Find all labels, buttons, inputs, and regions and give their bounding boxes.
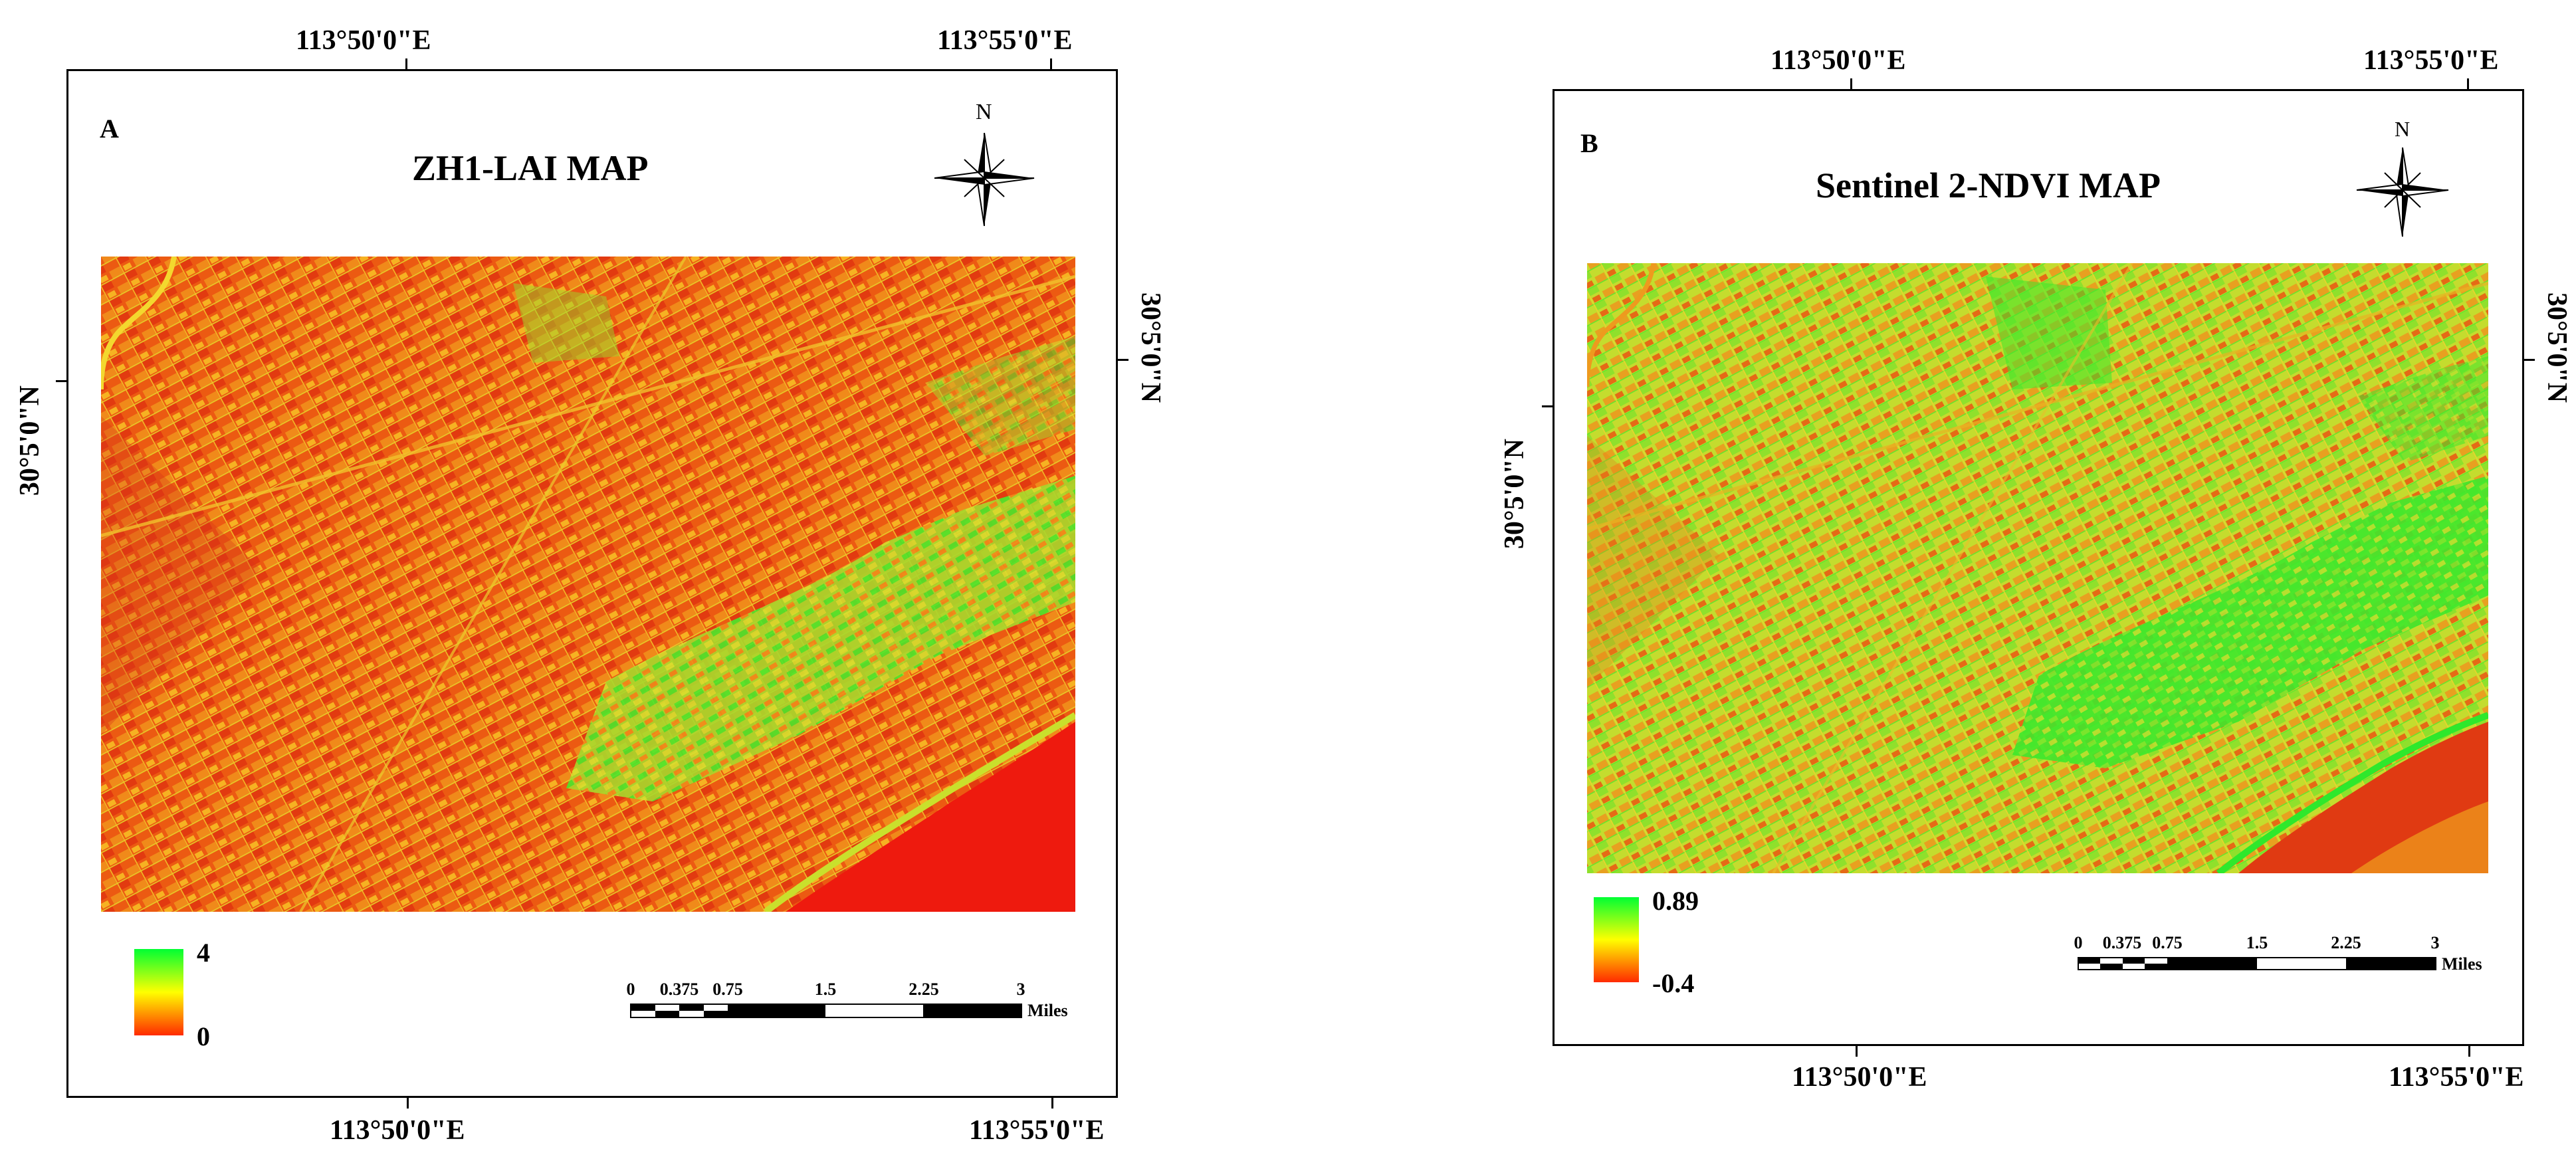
legend-min-b: -0.4 [1652,968,1695,998]
lon-tick [1856,1045,1858,1057]
top-lon-label-a-1: 113°50'0"E [296,25,431,56]
lon-tick [2468,1045,2470,1057]
scale-label-b-5: 3 [2430,933,2440,952]
panel-letter-a: A [100,114,119,144]
lat-tick [1542,405,1554,407]
bottom-lon-label-a-2: 113°55'0"E [969,1115,1105,1146]
lon-tick [1850,78,1852,90]
scale-label-b-1: 0.375 [2102,933,2142,952]
north-arrow-a: N [928,100,1041,239]
top-lon-label-b-2: 113°55'0"E [2363,45,2499,76]
left-lat-label-a: 30°5'0"N [15,385,45,496]
scale-label-a-2: 0.75 [712,980,743,999]
map-title-a: ZH1-LAI MAP [412,148,649,188]
raster-map-b [1587,263,2488,873]
top-lon-label-b-1: 113°50'0"E [1771,45,1906,76]
lon-tick [407,1097,409,1109]
scale-label-a-5: 3 [1016,980,1025,999]
scale-bar-a [630,1004,1022,1018]
left-lat-label-b: 30°5'0"N [1499,439,1530,550]
north-arrow-b: N [2353,117,2452,247]
scale-label-b-4: 2.25 [2331,933,2361,952]
scale-label-a-1: 0.375 [659,980,699,999]
lon-tick [1051,1097,1053,1109]
north-label-a: N [976,100,992,124]
scale-bar-graphic-b [2078,957,2436,970]
legend-max-a: 4 [197,938,210,968]
scale-label-b-3: 1.5 [2246,933,2268,952]
map-title-b: Sentinel 2-NDVI MAP [1816,165,2161,205]
scale-bar-graphic-a [630,1004,1022,1018]
scale-bar-b [2078,957,2436,970]
lat-tick [2523,359,2535,361]
lon-tick [1050,58,1052,70]
legend-min-a: 0 [197,1021,210,1051]
legend-color-bar-a [134,949,183,1035]
lon-tick [405,58,407,70]
bottom-lon-label-b-1: 113°50'0"E [1792,1062,1927,1093]
right-lat-label-a: 30°5'0"N [1135,292,1166,403]
legend-color-bar-b [1594,897,1639,982]
scale-label-b-0: 0 [2074,933,2083,952]
raster-map-a [101,257,1075,912]
bottom-lon-label-a-1: 113°50'0"E [330,1115,465,1146]
lat-tick [1117,359,1128,361]
scale-label-a-4: 2.25 [909,980,939,999]
scale-label-a-3: 1.5 [814,980,837,999]
lon-tick [2467,78,2469,90]
panel-letter-b: B [1580,128,1598,158]
north-label-b: N [2395,117,2411,141]
top-lon-label-a-2: 113°55'0"E [937,25,1073,56]
scale-label-a-0: 0 [626,980,635,999]
north-arrow-icon [934,132,1035,227]
scale-unit-b: Miles [2442,954,2482,974]
legend-max-b: 0.89 [1652,886,1699,916]
scale-label-b-2: 0.75 [2152,933,2183,952]
scale-unit-a: Miles [1027,1001,1068,1020]
north-arrow-icon [2356,147,2449,237]
right-lat-label-b: 30°5'0"N [2541,292,2572,403]
bottom-lon-label-b-2: 113°55'0"E [2389,1062,2524,1093]
lat-tick [56,380,68,382]
